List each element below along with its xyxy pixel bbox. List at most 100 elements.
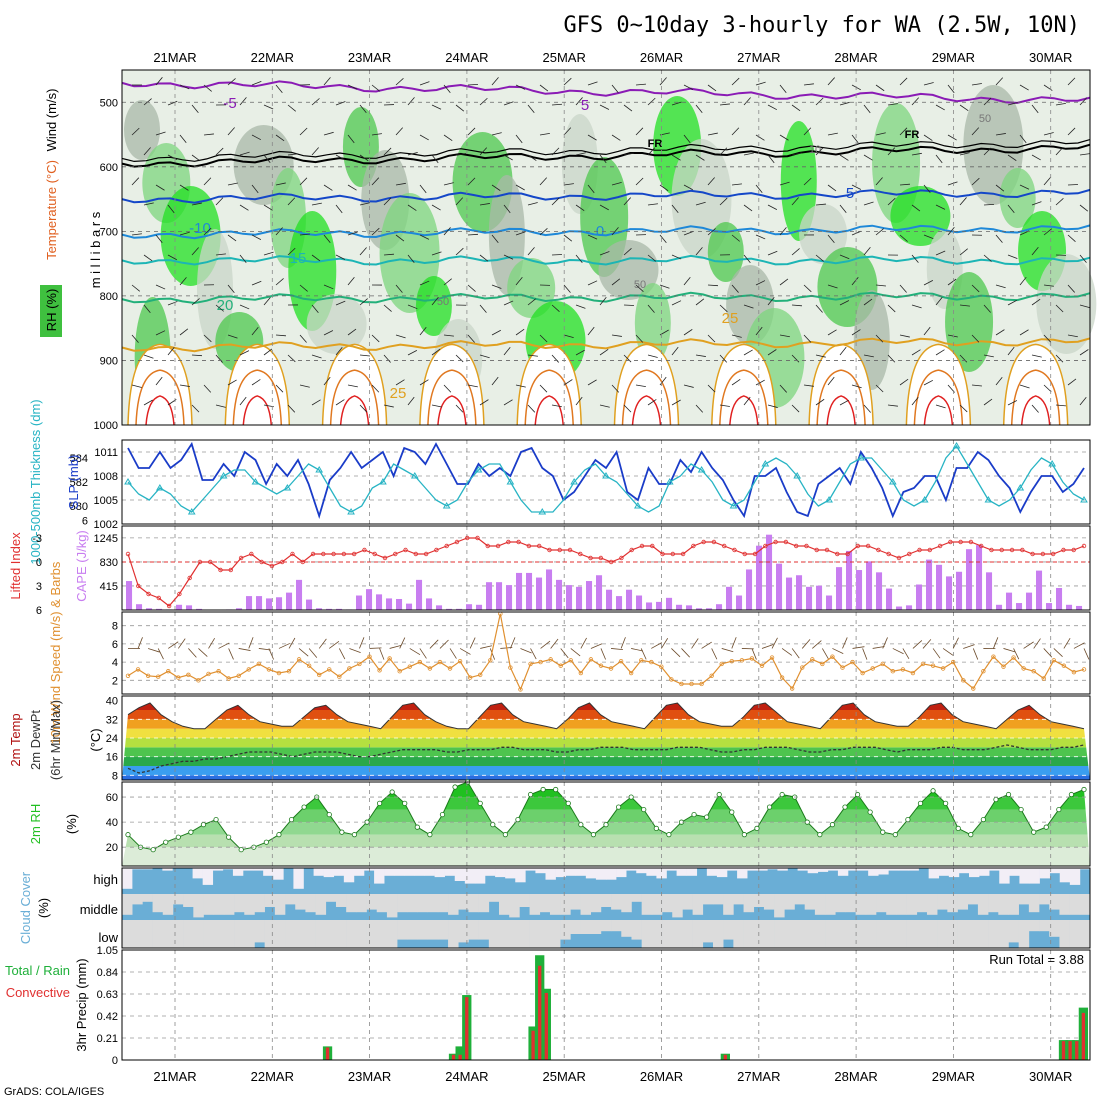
cloud-cell-middle: [1049, 894, 1060, 910]
wind-barb: [323, 284, 334, 290]
rh-marker: [917, 800, 924, 806]
wind-barb: [287, 197, 296, 206]
wind-barb: [323, 234, 331, 244]
wind-speed-marker: [578, 670, 584, 676]
wind-barb: [695, 298, 705, 306]
rh-marker: [502, 832, 508, 838]
wind-speed-marker: [125, 673, 131, 678]
cloud-cell-high: [807, 868, 819, 874]
wind-barb-10m: [359, 637, 365, 649]
cloud-cell-middle: [468, 894, 479, 913]
wind-speed-marker: [186, 672, 191, 678]
wind-barb: [1055, 147, 1064, 156]
rh-marker: [351, 832, 358, 838]
wind-barb-10m: [157, 648, 164, 660]
upper-tick: 800: [100, 291, 118, 303]
wind-barb-10m: [812, 640, 822, 649]
wind-barb: [407, 254, 415, 264]
cloud-cell-high: [1029, 868, 1040, 884]
wind-barb: [911, 396, 919, 406]
wind-barb: [1079, 396, 1087, 406]
wind-barb: [167, 301, 178, 306]
wind-barb: [587, 379, 597, 386]
cloud-cell-high: [948, 868, 960, 878]
run-total-label: Run Total = 3.88: [989, 952, 1084, 967]
wind-barb: [1019, 84, 1029, 91]
cloud-cell-low: [1028, 920, 1040, 932]
wind-barb: [1067, 184, 1079, 186]
li-tick: 6: [36, 605, 42, 617]
wind-speed-marker: [568, 658, 573, 663]
wind-barb: [587, 134, 597, 141]
lifted-index-marker: [783, 539, 789, 545]
cloud-cell-low: [397, 920, 408, 940]
wind-barb: [215, 404, 226, 408]
wind-barb: [455, 247, 464, 256]
cape-bar: [786, 577, 793, 610]
cloud-cell-middle: [977, 894, 989, 915]
cloud-cell-low: [743, 920, 755, 948]
wind-barb: [1031, 247, 1039, 256]
rh-marker: [263, 839, 269, 845]
wind-barb-10m: [801, 639, 811, 649]
cloud-cell-middle: [814, 894, 826, 915]
isotherm-label: 5: [581, 97, 589, 114]
wind-barb: [683, 329, 693, 336]
thickness-marker: [857, 454, 865, 461]
thickness-marker: [1016, 484, 1025, 491]
cloud-cell-middle: [855, 894, 867, 915]
wind-barb: [719, 197, 728, 206]
cloud-cell-middle: [386, 894, 398, 918]
wind-barb: [1007, 299, 1017, 306]
wind-barb: [1031, 298, 1041, 306]
wind-barb-10m: [278, 643, 291, 649]
wind-barb: [179, 231, 190, 236]
wind-barb: [707, 177, 715, 186]
cloud-cell-low: [621, 920, 632, 937]
thickness-tick: 582: [70, 477, 88, 489]
rh-marker: [213, 817, 219, 823]
wind-barb: [479, 399, 489, 406]
slp-line: [127, 441, 1085, 520]
wind-barb: [167, 346, 175, 356]
thickness-marker: [920, 496, 929, 503]
wind-barb: [515, 84, 526, 90]
cloud-row-label: low: [98, 930, 118, 945]
wind-barb: [875, 284, 886, 287]
precip-convective-bar: [325, 1047, 330, 1060]
isotherm-20: [121, 291, 1091, 305]
wind-barb: [719, 304, 728, 313]
cape-bar: [196, 608, 203, 610]
wind-speed-marker: [226, 676, 231, 681]
cloud-cell-middle: [906, 894, 918, 915]
lifted-index-marker: [331, 551, 336, 557]
wind-barb: [179, 277, 187, 286]
wind-barb: [1031, 354, 1042, 358]
wind-speed-marker: [367, 654, 372, 659]
wind-barb: [155, 131, 166, 136]
wind-barb: [143, 354, 154, 359]
cape-tick: 1245: [94, 533, 118, 545]
wind-barb: [467, 334, 475, 343]
cloud-cell-middle: [1079, 894, 1091, 915]
temp-tick: 8: [112, 770, 118, 782]
cloud-cell-low: [488, 920, 500, 948]
wind-barb: [899, 378, 909, 386]
cloud-cell-high: [545, 868, 556, 880]
wind-barb: [527, 154, 537, 161]
wind-speed-marker: [981, 669, 986, 674]
cloud-cell-middle: [662, 894, 673, 913]
wind-barb: [311, 304, 319, 313]
cloud-cell-high: [938, 868, 950, 876]
wind-barb: [587, 234, 598, 240]
cloud-cell-low: [804, 920, 816, 948]
cloud-cell-middle: [366, 894, 378, 910]
wind-barb-10m: [409, 648, 421, 656]
slp-tick: 1011: [94, 447, 118, 459]
rh-band: [122, 847, 1090, 866]
isotherm-label: FR: [905, 129, 920, 141]
thickness-marker: [442, 502, 451, 509]
wind-barb: [635, 83, 646, 86]
wind-barb: [479, 254, 489, 262]
wind-barb-10m: [721, 648, 734, 653]
